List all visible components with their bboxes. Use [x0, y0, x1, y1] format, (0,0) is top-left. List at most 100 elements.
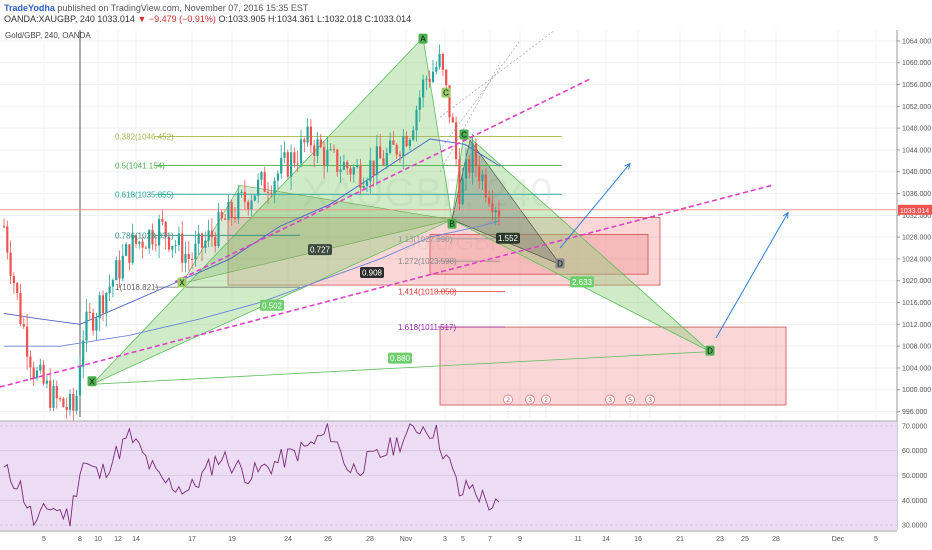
- candle-body: [263, 172, 266, 192]
- price-change: ▼ −9.479 (−0.91%): [137, 14, 216, 24]
- ratio-label-bg: [260, 299, 284, 311]
- candle-body: [484, 174, 487, 198]
- ratio-label: 2.633: [572, 278, 593, 287]
- price-tick-label: 1036.000: [902, 191, 931, 198]
- ratio-label: 0.880: [390, 354, 411, 363]
- time-tick-label: 5: [874, 536, 878, 543]
- time-tick-label: 23: [716, 536, 724, 543]
- candle-body: [458, 159, 461, 205]
- candle-body: [398, 154, 402, 157]
- candle-body: [128, 244, 131, 263]
- candle-body: [98, 295, 101, 319]
- candle-body: [55, 386, 58, 399]
- candle-body: [237, 192, 240, 219]
- candle-body: [402, 136, 405, 157]
- candle-body: [332, 149, 336, 151]
- candle-body: [405, 136, 408, 147]
- candle-body: [309, 126, 312, 146]
- symbol-line: OANDA:XAUGBP, 240 1033.014 ▼ −9.479 (−0.…: [4, 14, 411, 24]
- price-tick-label: 1048.000: [902, 126, 931, 133]
- event-marker: [625, 394, 635, 405]
- ratio-label: 0.727: [310, 246, 331, 255]
- candle-body: [276, 173, 279, 181]
- candle-body: [88, 311, 91, 313]
- candle-body: [362, 185, 365, 188]
- price-tick-label: 1028.000: [902, 235, 931, 242]
- fib-level-label: 0.786(1028.331): [115, 231, 174, 240]
- candle-body: [435, 66, 438, 72]
- price-tick-label: 1000.000: [902, 387, 931, 394]
- fan-line-1: [439, 29, 556, 118]
- candle-body: [230, 202, 233, 218]
- event-marker-count: 3: [528, 397, 532, 404]
- author-link[interactable]: TradeYodha: [4, 3, 55, 13]
- candle-body: [9, 252, 12, 276]
- candle-body: [395, 144, 398, 155]
- candle-body: [2, 226, 6, 228]
- candle-body: [313, 145, 316, 156]
- fan-line-3: [439, 62, 501, 172]
- price-tick-label: 1060.000: [902, 60, 931, 67]
- candle-body: [108, 286, 111, 294]
- candle-body: [379, 146, 382, 159]
- time-tick-label: 7: [488, 536, 492, 543]
- candle-body: [207, 230, 210, 241]
- candle-body: [151, 230, 154, 245]
- candle-body: [233, 217, 237, 219]
- candle-body: [65, 406, 68, 410]
- price-tick-label: 1064.000: [902, 38, 931, 45]
- time-tick-label: 3: [443, 536, 447, 543]
- candle-body: [369, 160, 372, 182]
- time-tick-label: Dec: [832, 536, 845, 543]
- candle-body: [293, 152, 296, 164]
- candle-body: [425, 78, 428, 80]
- candle-body: [39, 364, 42, 371]
- point-c: C: [461, 130, 467, 139]
- time-tick-label: 12: [114, 536, 122, 543]
- watermark-symbol: XAUGBP, 240: [302, 171, 553, 215]
- moving-average-2: [4, 220, 501, 347]
- event-marker: [525, 394, 535, 405]
- candle-body: [164, 221, 167, 238]
- small-point-x-bg: [177, 277, 187, 288]
- fib-level-label: 0.618(1035.855): [115, 190, 174, 199]
- candle-body: [177, 233, 180, 246]
- rsi-line: [3, 423, 500, 527]
- chart-title: Gold/GBP, 240, OANDA: [5, 31, 91, 40]
- rsi-tick-label: 50.0000: [902, 473, 927, 480]
- time-tick-label: 25: [741, 536, 749, 543]
- chart-header: TradeYodha published on TradingView.com,…: [0, 0, 932, 34]
- candle-body: [243, 191, 246, 202]
- candle-body: [59, 398, 62, 400]
- point-a: A: [420, 35, 426, 44]
- ratio-label-bg: [388, 352, 412, 364]
- candle-body: [26, 326, 29, 357]
- small-point-x: X: [179, 278, 185, 287]
- point-b: B: [449, 220, 454, 229]
- candle-body: [290, 152, 293, 177]
- candle-body: [385, 152, 388, 166]
- price-tick-label: 1016.000: [902, 300, 931, 307]
- candle-body: [125, 244, 128, 256]
- candle-body: [144, 247, 147, 249]
- candle-body: [111, 280, 114, 287]
- candle-body: [389, 140, 392, 153]
- point-a-bg: [418, 33, 428, 44]
- candle-body: [138, 241, 141, 244]
- ratio-label-bg: [570, 276, 594, 288]
- candle-body: [121, 255, 124, 279]
- candle-body: [349, 168, 352, 175]
- small-point-a: C: [443, 89, 449, 98]
- candle-body: [247, 201, 250, 210]
- candle-body: [323, 147, 326, 167]
- event-marker: [541, 394, 551, 405]
- publisher-line: TradeYodha published on TradingView.com,…: [4, 3, 308, 13]
- candle-body: [181, 233, 184, 263]
- candle-body: [101, 295, 105, 314]
- symbol-label: OANDA:XAUGBP, 240: [4, 14, 95, 24]
- time-tick-label: 8: [78, 536, 82, 543]
- candle-body: [118, 260, 121, 279]
- candle-body: [488, 197, 491, 204]
- candle-body: [52, 386, 55, 408]
